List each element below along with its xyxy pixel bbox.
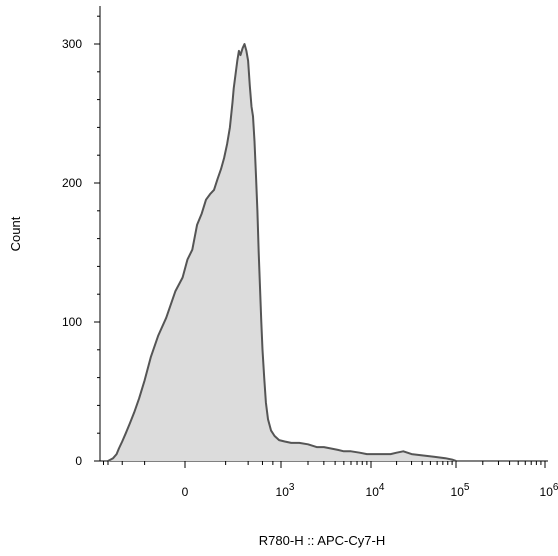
x-axis-title: R780-H :: APC-Cy7-H <box>259 533 385 548</box>
histogram-area <box>108 44 456 461</box>
y-ticks: 0 100 200 300 <box>62 15 100 468</box>
histogram-line <box>107 43 457 462</box>
x-tick-label: 103 <box>276 482 295 499</box>
y-tick-label: 300 <box>62 37 82 51</box>
x-tick-label: 105 <box>451 482 470 499</box>
x-tick-label: 106 <box>540 482 558 499</box>
y-tick-label: 0 <box>75 454 82 468</box>
x-tick-label: 0 <box>182 485 189 499</box>
x-ticks: 0 103 104 105 106 <box>103 461 558 499</box>
y-tick-label: 200 <box>62 176 82 190</box>
series-layer <box>107 43 457 462</box>
y-axis-title: Count <box>8 216 23 251</box>
x-tick-label: 104 <box>366 482 385 499</box>
y-tick-label: 100 <box>62 315 82 329</box>
